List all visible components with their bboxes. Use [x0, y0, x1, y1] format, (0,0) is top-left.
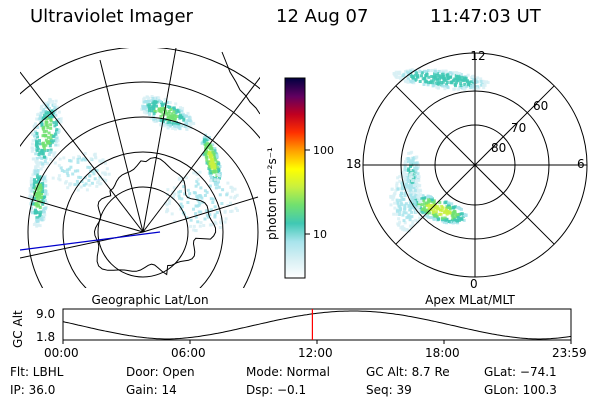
observation-time: 11:47:03 UT: [430, 6, 541, 27]
meridian-2: [142, 48, 177, 233]
meridian-5: [20, 231, 144, 259]
colorbar-tick-label-100: 100: [313, 144, 334, 157]
instrument-title: Ultraviolet Imager: [30, 6, 193, 27]
mlat-label-80: 80: [491, 141, 506, 155]
colorbar-unit-label: photon cm⁻²s⁻¹: [265, 147, 279, 240]
colorbar-ramp: [284, 77, 306, 279]
meridian-1: [99, 59, 144, 233]
orbit-x-tick-label: 00:00: [44, 346, 79, 360]
altitude-curve: [62, 310, 572, 340]
terminator-line: [20, 231, 161, 251]
orbit-x-tick-label: 12:00: [298, 346, 333, 360]
image-header: Ultraviolet Imager 12 Aug 07 11:47:03 UT: [0, 0, 600, 40]
mlt-label-18: 18: [346, 157, 361, 171]
status-footer: Flt: LBHL Door: Open Mode: Normal GC Alt: 8…: [10, 365, 557, 397]
geo-aurora-blob: [140, 95, 196, 131]
status-field: GC Alt: 8.7 Re: [366, 365, 450, 379]
mlt-label-0: 0: [470, 277, 478, 291]
status-field: Gain: 14: [126, 383, 177, 397]
polar-mlt-plot: 12 18 6 0 60 70 80: [346, 49, 588, 291]
meridian-3: [142, 76, 260, 233]
status-field: GLat: −74.1: [484, 365, 557, 379]
geo-map-label: Geographic Lat/Lon: [91, 293, 208, 307]
geo-latlon-grid: [20, 48, 260, 288]
orbit-y-tick-1-8: 1.8: [36, 330, 55, 344]
status-field: Flt: LBHL: [10, 365, 64, 379]
observation-date: 12 Aug 07: [276, 6, 369, 27]
status-field: Door: Open: [126, 365, 195, 379]
antarctica-coastline: [93, 156, 217, 276]
mlt-label-12: 12: [470, 49, 485, 63]
orbit-x-tick-label: 06:00: [171, 346, 206, 360]
meridian-6: [20, 195, 144, 233]
polar-grid: [362, 52, 588, 278]
latitude-circle-1: [62, 151, 224, 288]
mlat-label-60: 60: [533, 99, 548, 113]
status-field: Dsp: −0.1: [246, 383, 306, 397]
colorbar-tick-label-10: 10: [313, 228, 327, 241]
south-america-coastline: [221, 51, 260, 115]
orbit-x-ticks: 00:00 06:00 12:00 18:00 23:59: [44, 340, 587, 360]
orbit-y-label: GC Alt: [11, 310, 25, 348]
status-field: GLon: 100.3: [484, 383, 557, 397]
intensity-colorbar: 100 10 photon cm⁻²s⁻¹: [265, 77, 334, 279]
orbit-x-tick-label: 18:00: [425, 346, 460, 360]
geographic-map: [20, 48, 260, 288]
orbit-altitude-plot: 9.0 1.8 GC Alt 00:00 06:00 12:00 18:00 23:59: [11, 307, 587, 360]
latitude-circle-2: [27, 116, 259, 288]
orbit-y-tick-9: 9.0: [36, 307, 55, 321]
latitude-circle-3: [20, 81, 260, 148]
meridian-4: [142, 196, 259, 233]
geo-aurora-blob: [51, 152, 111, 192]
mlt-diagonal-b: [395, 85, 555, 245]
geo-aurora-blob: [30, 97, 63, 168]
meridian-0: [20, 71, 144, 233]
status-field: IP: 36.0: [10, 383, 55, 397]
orbit-x-tick-label: 23:59: [552, 346, 587, 360]
latitude-circle-0: [97, 186, 189, 278]
geo-aurora-blob: [28, 164, 49, 228]
polar-plot-label: Apex MLat/MLT: [425, 293, 515, 307]
mlat-label-70: 70: [511, 121, 526, 135]
status-field: Mode: Normal: [246, 365, 330, 379]
geo-aurora-oval: [28, 95, 239, 233]
mlt-label-6: 6: [577, 157, 585, 171]
status-field: Seq: 39: [366, 383, 412, 397]
